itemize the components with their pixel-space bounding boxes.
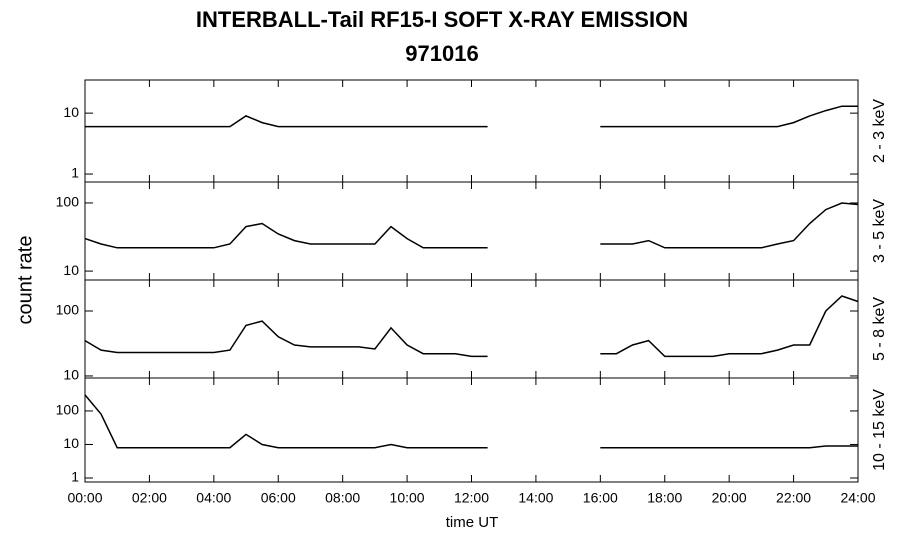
x-tick-label: 14:00 — [518, 490, 553, 506]
y-tick-label: 10 — [63, 435, 79, 451]
x-tick-label: 12:00 — [454, 490, 489, 506]
y-tick-label: 10 — [63, 262, 79, 278]
data-line — [84, 295, 859, 358]
x-tick-label: 22:00 — [776, 490, 811, 506]
x-tick-label: 00:00 — [67, 490, 102, 506]
panel-label: 10 - 15 keV — [871, 389, 888, 471]
panel-label: 5 - 8 keV — [871, 297, 888, 361]
data-line — [84, 394, 858, 449]
data-line — [85, 105, 858, 128]
y-tick-label: 100 — [56, 302, 80, 318]
x-axis-label: time UT — [446, 514, 499, 531]
chart-title: INTERBALL-Tail RF15-I SOFT X-RAY EMISSIO… — [196, 7, 688, 32]
panel-frame — [84, 377, 859, 483]
x-tick-label: 06:00 — [261, 490, 296, 506]
x-tick-label: 02:00 — [132, 490, 167, 506]
y-tick-label: 10 — [63, 367, 79, 383]
x-tick-label: 24:00 — [840, 490, 875, 506]
x-tick-label: 04:00 — [196, 490, 231, 506]
y-tick-label: 1 — [71, 469, 79, 485]
panel-frame — [84, 279, 859, 379]
chart-subtitle: 971016 — [405, 41, 478, 66]
y-tick-label: 10 — [63, 104, 79, 120]
panel-frame — [84, 79, 859, 183]
x-tick-label: 16:00 — [583, 490, 618, 506]
y-tick-label: 100 — [56, 194, 80, 210]
y-tick-label: 100 — [56, 402, 80, 418]
y-tick-label: 1 — [71, 165, 79, 181]
x-tick-label: 20:00 — [712, 490, 747, 506]
x-tick-label: 18:00 — [647, 490, 682, 506]
x-tick-label: 08:00 — [325, 490, 360, 506]
panel-label: 2 - 3 keV — [871, 99, 888, 163]
panel-frame — [84, 181, 859, 281]
x-tick-label: 10:00 — [390, 490, 425, 506]
panel-label: 3 - 5 keV — [871, 199, 888, 263]
y-axis-label: count rate — [14, 236, 36, 325]
data-line — [84, 202, 859, 249]
